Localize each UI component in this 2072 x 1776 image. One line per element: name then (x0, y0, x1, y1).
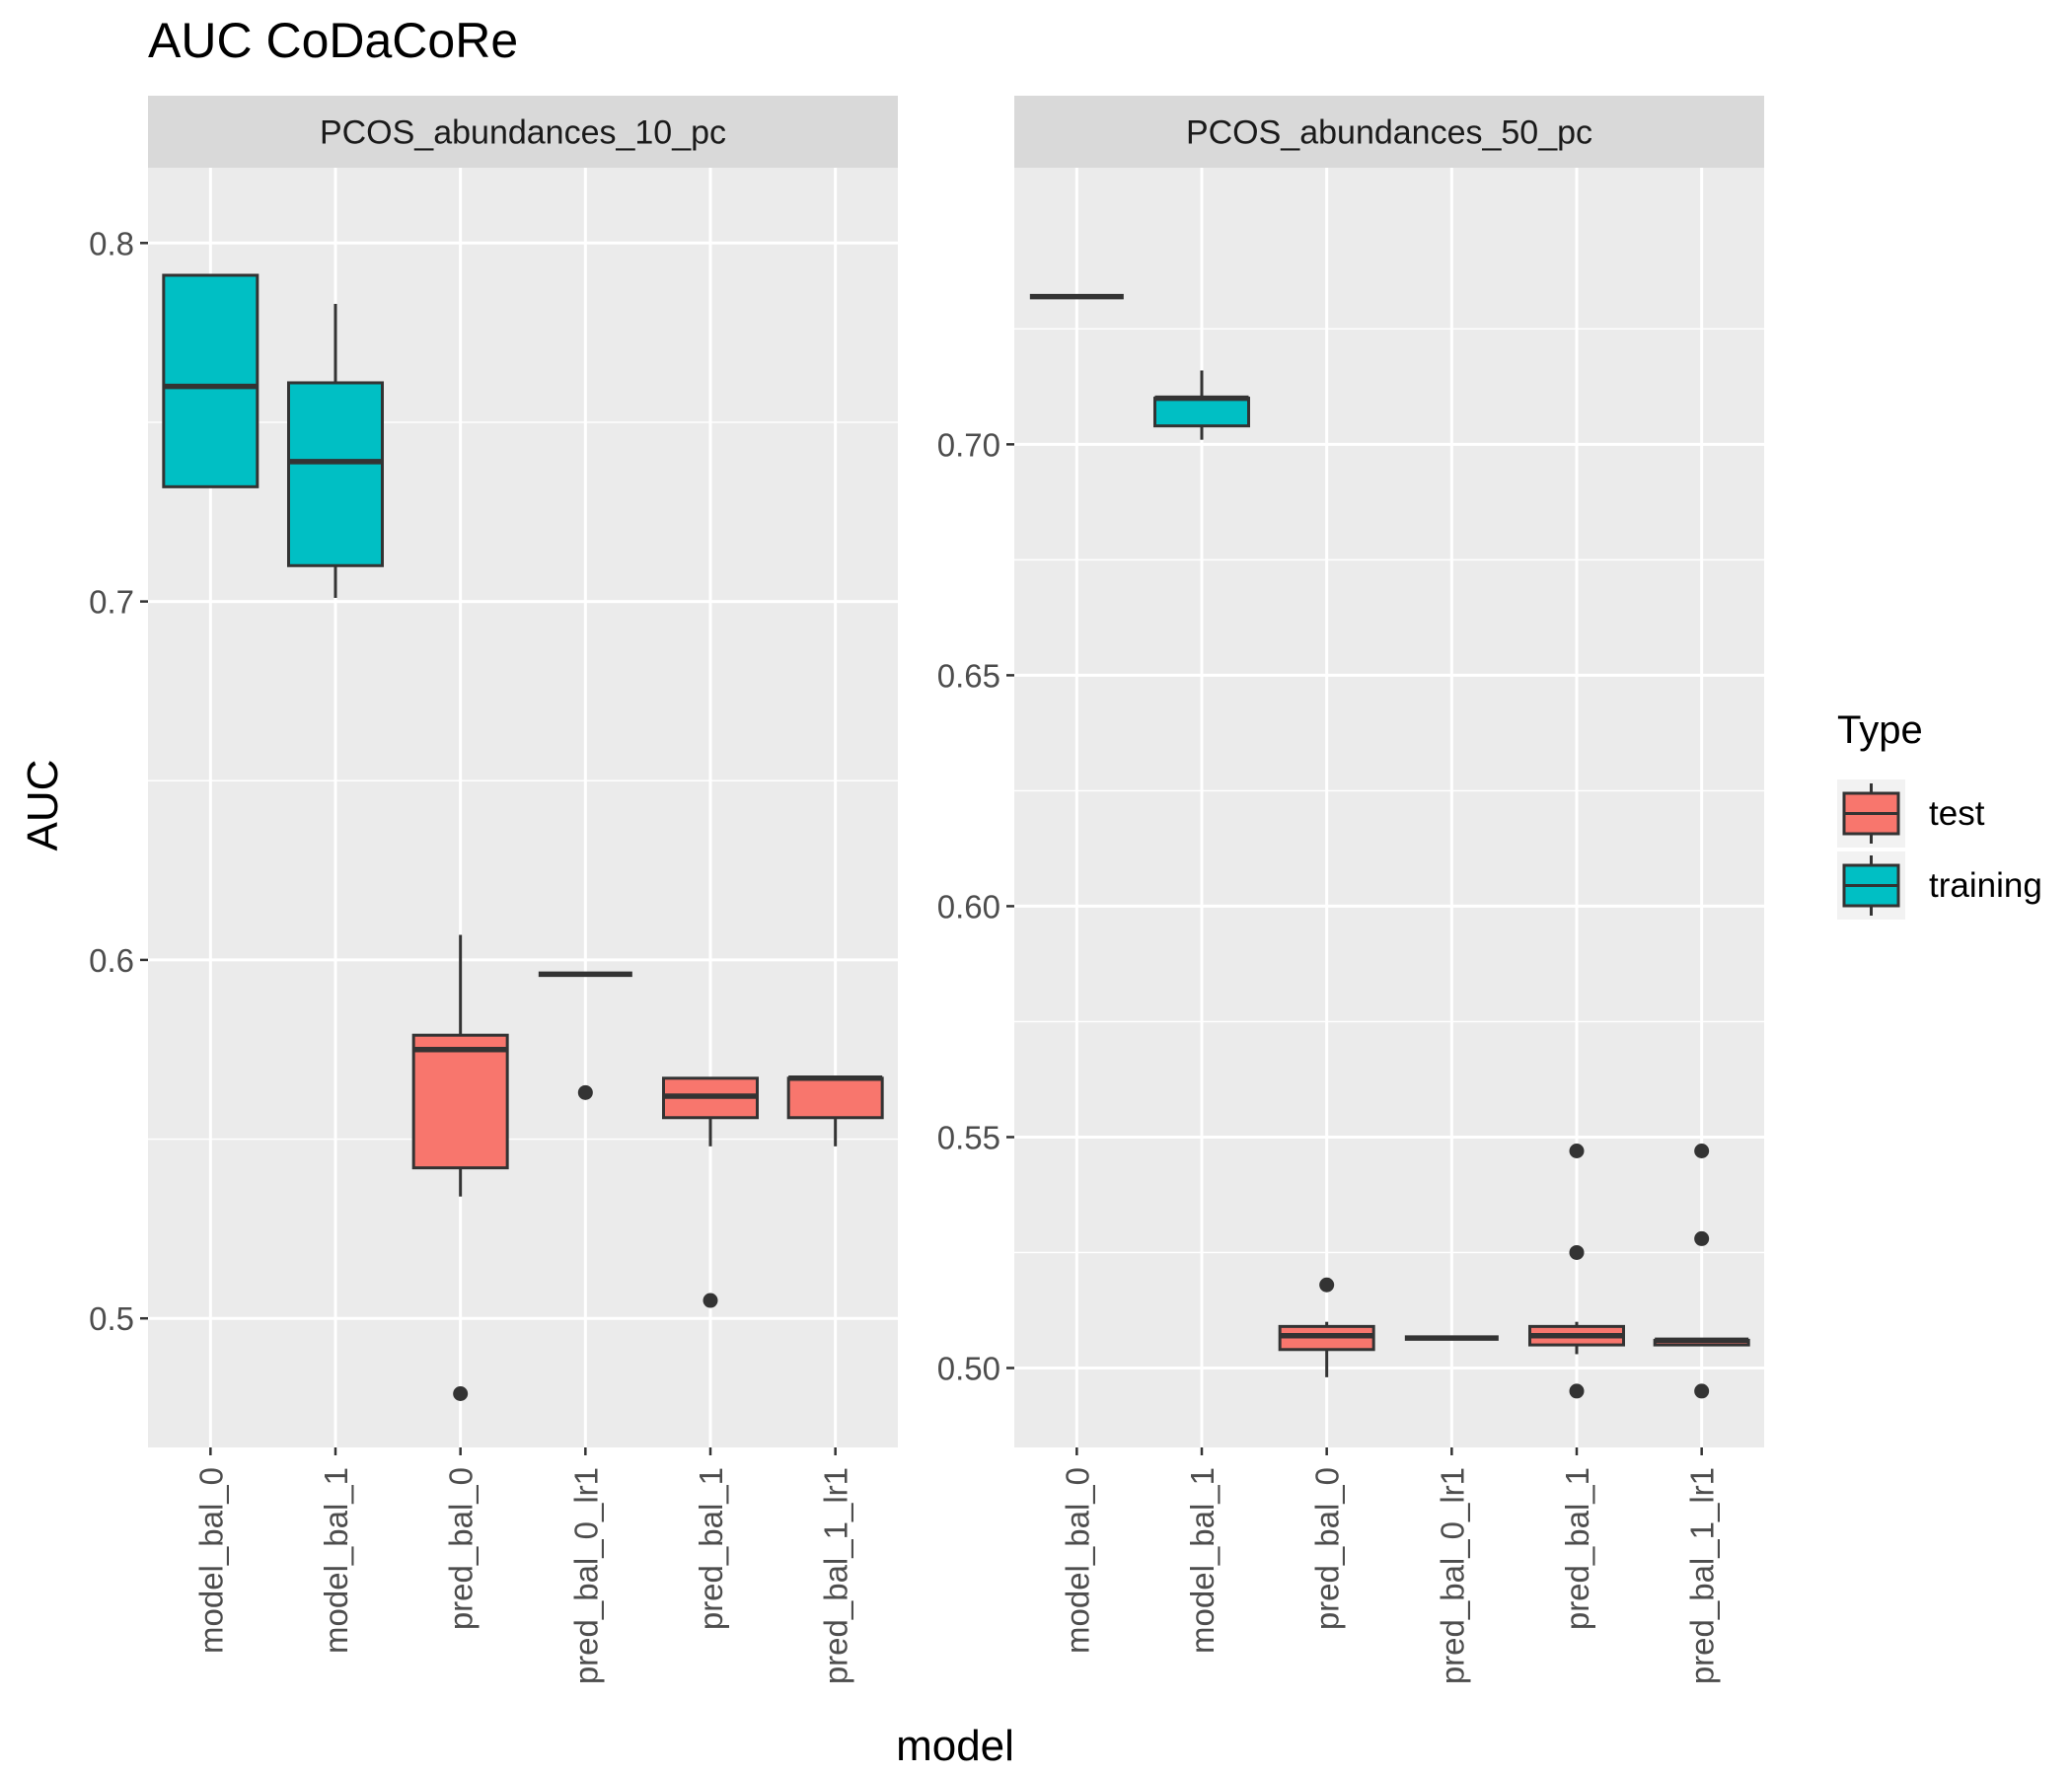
box-model_bal_0 (162, 273, 259, 488)
x-tick-label: pred_bal_0 (443, 1467, 480, 1630)
y-tick-label: 0.8 (89, 225, 134, 261)
x-tick-label: model_bal_0 (192, 1467, 229, 1654)
y-tick-label: 0.65 (937, 657, 1000, 694)
facet-panel-1: PCOS_abundances_10_pc 0.5 0.6 0.7 0.8 model_b… (89, 96, 898, 1684)
outlier-point (1569, 1383, 1585, 1399)
y-tick-label: 0.7 (89, 584, 134, 621)
y-axis-label: AUC (19, 760, 67, 851)
box-pred_bal_0 (411, 934, 509, 1402)
x-tick-label: pred_bal_1 (693, 1467, 729, 1630)
box-pred_bal_1_lr1 (786, 1075, 884, 1147)
facet-strip-label: PCOS_abundances_50_pc (1186, 114, 1592, 152)
y-tick-label: 0.5 (89, 1300, 134, 1337)
box-pred_bal_0 (1278, 1277, 1375, 1377)
box-body (1153, 397, 1250, 428)
box-model_bal_1 (287, 304, 384, 598)
facet-strip (148, 96, 898, 168)
outlier-point (577, 1084, 593, 1100)
y-tick-label: 0.60 (937, 888, 1000, 925)
y-tick-label: 0.50 (937, 1350, 1000, 1386)
y-tick-label: 0.70 (937, 426, 1000, 463)
box-pred_bal_1 (1528, 1144, 1625, 1399)
box-model_bal_1 (1153, 370, 1250, 440)
x-tick-label: pred_bal_0_lr1 (567, 1467, 604, 1684)
y-tick-label: 0.6 (89, 942, 134, 979)
x-tick-label: model_bal_1 (1184, 1467, 1221, 1654)
outlier-point (1319, 1277, 1335, 1293)
legend-label: training (1929, 866, 2042, 905)
x-tick-label: pred_bal_0_lr1 (1434, 1467, 1470, 1684)
box-pred_bal_1 (662, 1076, 759, 1308)
outlier-point (703, 1293, 718, 1308)
legend-entry-test: test (1837, 779, 1985, 848)
x-tick-label: pred_bal_1_lr1 (818, 1467, 854, 1684)
x-tick-label: pred_bal_1 (1559, 1467, 1595, 1630)
outlier-point (1694, 1144, 1710, 1159)
outlier-point (1694, 1230, 1710, 1246)
x-axis-label: model (896, 1722, 1014, 1770)
box-body (287, 381, 384, 567)
chart-title: AUC CoDaCoRe (148, 13, 518, 68)
x-tick-label: pred_bal_0 (1309, 1467, 1346, 1630)
legend-label: test (1929, 794, 1985, 833)
box-body (411, 1033, 509, 1170)
box-pred_bal_0_lr1 (538, 971, 632, 1100)
facet-panel-2: PCOS_abundances_50_pc 0.50 0.55 0.60 0.65 0.7… (937, 96, 1764, 1684)
facet-strip (1014, 96, 1764, 168)
outlier-point (1569, 1144, 1585, 1159)
legend-entry-training: training (1837, 851, 2042, 920)
outlier-point (1569, 1244, 1585, 1260)
legend: Type test training (1837, 708, 2042, 920)
outlier-point (453, 1386, 469, 1402)
outlier-point (1694, 1383, 1710, 1399)
x-tick-label: model_bal_1 (318, 1467, 354, 1654)
legend-title: Type (1837, 708, 1923, 752)
facet-panels: PCOS_abundances_10_pc 0.5 0.6 0.7 0.8 model_b… (89, 96, 1764, 1684)
y-tick-label: 0.55 (937, 1119, 1000, 1155)
box-pred_bal_1_lr1 (1653, 1144, 1750, 1399)
panel-background (148, 168, 898, 1447)
facet-strip-label: PCOS_abundances_10_pc (320, 114, 726, 152)
box-body (162, 273, 259, 488)
panel-background (1014, 168, 1764, 1447)
x-tick-label: model_bal_0 (1059, 1467, 1095, 1654)
box-body (786, 1076, 884, 1120)
x-tick-label: pred_bal_1_lr1 (1684, 1467, 1721, 1684)
